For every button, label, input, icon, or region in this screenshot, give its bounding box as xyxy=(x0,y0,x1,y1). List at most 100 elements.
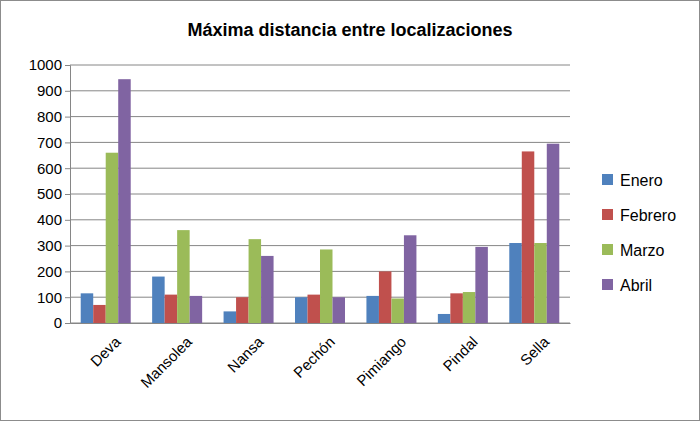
tick: Sella xyxy=(517,323,553,369)
series xyxy=(93,151,534,323)
tick: Nansa xyxy=(224,323,267,376)
bar xyxy=(224,311,237,323)
tick: 200 xyxy=(37,263,70,280)
grid-line xyxy=(70,219,570,220)
tick-label: Nansa xyxy=(224,332,267,375)
tick-label: 600 xyxy=(37,160,62,177)
tick-label: 400 xyxy=(37,211,62,228)
tick-mark xyxy=(65,220,70,221)
tick: 300 xyxy=(37,237,70,254)
tick-label: Pindal xyxy=(439,333,481,375)
tick: 600 xyxy=(37,160,70,177)
grid-line xyxy=(70,116,570,117)
bar xyxy=(308,295,321,323)
bar xyxy=(81,293,94,323)
tick-label: Sella xyxy=(517,332,553,368)
grid-line xyxy=(70,90,570,91)
plot: 0 100 200 300 400 500 600 700 800 900 1000 Deva Mans… xyxy=(29,56,571,391)
tick: Deva xyxy=(87,323,124,370)
tick: 900 xyxy=(37,82,70,99)
legend-swatch xyxy=(602,209,613,220)
legend-item: Abril xyxy=(602,277,652,294)
axis-line xyxy=(71,323,571,324)
tick-label: Deva xyxy=(87,332,124,369)
tick-mark xyxy=(65,65,70,66)
tick-mark xyxy=(65,194,70,195)
tick: 700 xyxy=(37,134,70,151)
bar xyxy=(522,151,535,323)
bar xyxy=(93,305,106,323)
tick: 800 xyxy=(37,108,70,125)
legend-item: Enero xyxy=(602,172,663,189)
bar xyxy=(106,153,119,323)
tick-label: 0 xyxy=(54,314,62,331)
bar xyxy=(547,144,560,323)
tick-mark xyxy=(65,142,70,143)
bar xyxy=(509,243,522,323)
tick-label: 900 xyxy=(37,82,62,99)
y-axis: 0 100 200 300 400 500 600 700 800 900 1000 xyxy=(29,56,71,331)
legend-item: Febrero xyxy=(602,207,676,224)
bar xyxy=(177,230,190,323)
bar xyxy=(391,298,404,323)
tick-mark xyxy=(65,168,70,169)
bar xyxy=(261,256,274,323)
tick: Mansolea xyxy=(137,323,195,391)
tick-label: 100 xyxy=(37,289,62,306)
bar xyxy=(190,296,203,323)
tick: 0 xyxy=(54,314,70,331)
tick-mark xyxy=(65,323,70,324)
bar xyxy=(165,295,178,323)
legend-label: Abril xyxy=(620,277,652,294)
tick-label: Pimiango xyxy=(353,333,409,389)
series xyxy=(118,79,559,323)
bar xyxy=(320,249,333,323)
tick-label: 700 xyxy=(37,134,62,151)
bar xyxy=(236,297,249,323)
tick-label: 500 xyxy=(37,185,62,202)
series xyxy=(106,153,547,323)
legend: Enero Febrero Marzo Abril xyxy=(602,172,676,294)
tick: Pechón xyxy=(290,323,338,381)
bar xyxy=(438,314,451,323)
legend-swatch xyxy=(602,244,613,255)
bar xyxy=(118,79,131,323)
title: Máxima distancia entre localizaciones xyxy=(187,20,512,40)
tick-label: 200 xyxy=(37,263,62,280)
bar xyxy=(379,271,392,323)
tick-mark xyxy=(65,297,70,298)
axis-line xyxy=(65,66,71,324)
grid xyxy=(70,65,570,323)
tick: 500 xyxy=(37,185,70,202)
bar xyxy=(475,247,488,323)
chart: Máxima distancia entre localizaciones 0 10… xyxy=(0,0,700,421)
tick: 100 xyxy=(37,289,70,306)
x-axis: Deva Mansolea Nansa Pechón Pimiango Pindal Sel… xyxy=(71,323,571,391)
bar xyxy=(333,297,346,323)
tick-mark xyxy=(65,271,70,272)
series xyxy=(81,243,522,323)
bar xyxy=(450,293,463,323)
tick-label: Mansolea xyxy=(137,332,195,390)
grid-line xyxy=(70,142,570,143)
legend-item: Marzo xyxy=(602,242,665,259)
legend-label: Enero xyxy=(620,172,663,189)
tick-mark xyxy=(65,91,70,92)
tick-label: 1000 xyxy=(29,56,62,73)
bars xyxy=(81,79,560,323)
bar xyxy=(249,239,261,323)
bar xyxy=(152,277,165,323)
legend-swatch xyxy=(602,174,613,185)
tick-label: 300 xyxy=(37,237,62,254)
grid-line xyxy=(70,245,570,246)
tick: Pindal xyxy=(439,323,481,374)
bar xyxy=(295,297,308,323)
grid-line xyxy=(70,194,570,195)
tick-mark xyxy=(65,246,70,247)
tick-label: Pechón xyxy=(290,333,338,381)
tick: 400 xyxy=(37,211,70,228)
bar xyxy=(463,292,476,323)
legend-label: Febrero xyxy=(620,207,676,224)
tick: 1000 xyxy=(29,56,70,73)
legend-label: Marzo xyxy=(620,242,665,259)
